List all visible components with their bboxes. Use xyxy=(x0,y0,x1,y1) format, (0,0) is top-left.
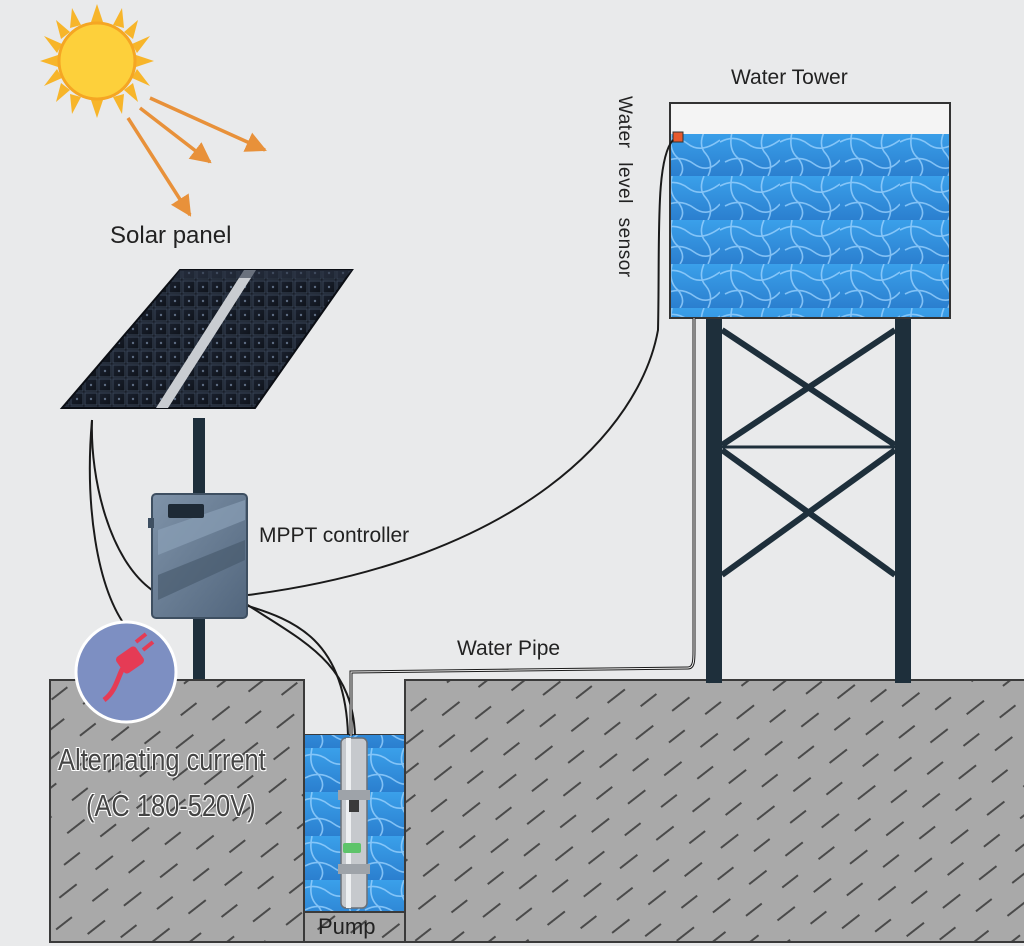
tower-frame xyxy=(706,318,911,683)
water-pipe-label: Water Pipe xyxy=(457,637,561,660)
water-level-sensor-label: Water level sensor xyxy=(614,96,635,278)
water-tank xyxy=(669,102,951,319)
ac-label: Alternating current xyxy=(58,742,266,777)
mppt-controller-label: MPPT controller xyxy=(259,524,410,547)
solar-panel xyxy=(59,269,354,409)
sun-icon xyxy=(40,4,154,118)
pump-label: Pump xyxy=(318,914,376,939)
plug-icon xyxy=(74,620,178,724)
water-level-sensor xyxy=(672,131,684,143)
mppt-controller xyxy=(148,493,248,619)
pump xyxy=(338,737,370,909)
ac-voltage-label: (AC 180-520V) xyxy=(86,788,256,823)
water-tower-label: Water Tower xyxy=(731,66,848,89)
solar-panel-label: Solar panel xyxy=(110,222,232,249)
ground xyxy=(49,679,1024,943)
sunlight-arrows xyxy=(126,96,267,217)
